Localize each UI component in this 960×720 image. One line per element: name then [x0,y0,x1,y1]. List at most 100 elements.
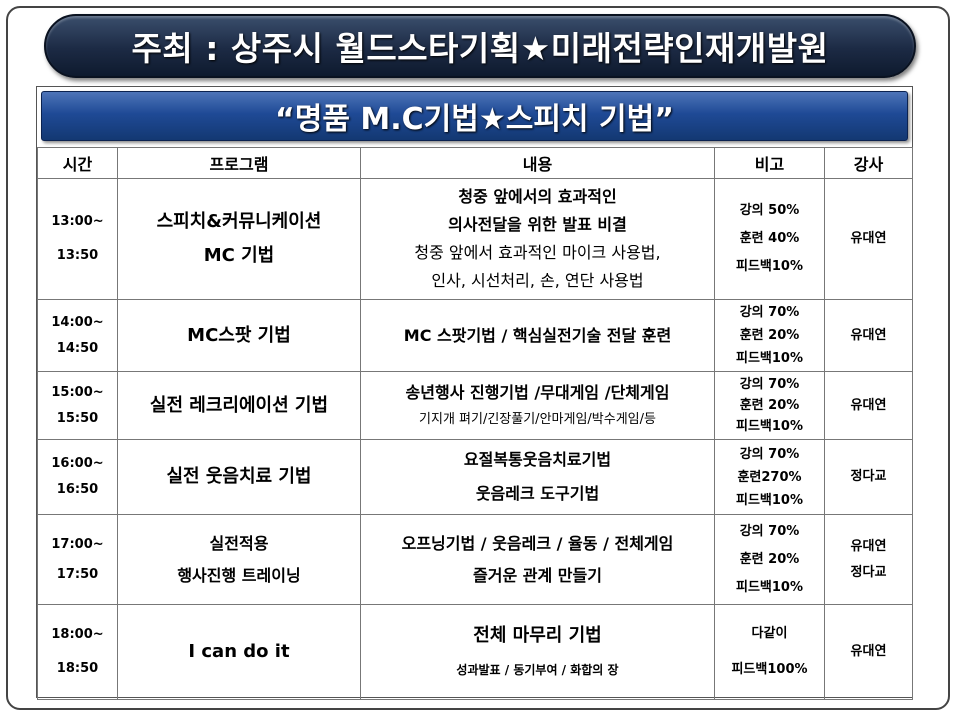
program-cell: I can do it [117,604,361,700]
column-header-program: 프로그램 [117,147,361,179]
note-line: 훈련 40% [739,231,800,246]
table-row: 16:00~ 16:50 실전 웃음치료 기법 요절복통웃음치료기법 웃음레크 … [37,439,913,515]
time-start: 17:00~ [51,536,104,552]
content-cell: 요절복통웃음치료기법 웃음레크 도구기법 [360,439,715,515]
content-line: MC 스팟기법 / 핵심실전기술 전달 훈련 [403,325,672,345]
notes-cell: 강의 70% 훈련270% 피드백10% [714,439,825,515]
program-cell: 실전 레크리에이션 기법 [117,371,361,440]
program-cell: 실전적용 행사진행 트레이닝 [117,514,361,605]
notes-cell: 강의 50% 훈련 40% 피드백10% [714,178,825,300]
notes-cell: 강의 70% 훈련 20% 피드백10% [714,371,825,440]
content-line: 즐거운 관계 만들기 [473,565,602,585]
note-line: 훈련270% [737,469,802,485]
table-row: 17:00~ 17:50 실전적용 행사진행 트레이닝 오프닝기법 / 웃음레크… [37,514,913,605]
instructor-cell: 유대연 [824,371,913,440]
instructor-cell: 유대연 [824,178,913,300]
instructor-name: 유대연 [850,397,887,413]
content-line: 인사, 시선처리, 손, 연단 사용법 [431,271,644,290]
program-line: 행사진행 트레이닝 [177,565,301,585]
table-row: 18:00~ 18:50 I can do it 전체 마무리 기법 성과발표 … [37,604,913,700]
note-line: 강의 70% [739,377,800,392]
content-line: 청중 앞에서의 효과적인 [458,187,617,206]
notes-cell: 강의 70% 훈련 20% 피드백10% [714,299,825,372]
time-start: 18:00~ [51,627,104,642]
time-cell: 15:00~ 15:50 [37,371,118,440]
note-line: 훈련 20% [739,398,800,413]
note-line: 강의 70% [739,523,800,539]
program-cell: MC스팟 기법 [117,299,361,372]
note-line: 피드백100% [731,662,808,677]
table-row: 14:00~ 14:50 MC스팟 기법 MC 스팟기법 / 핵심실전기술 전달… [37,299,913,372]
time-cell: 16:00~ 16:50 [37,439,118,515]
content-line: 요절복통웃음치료기법 [463,450,612,469]
note-line: 피드백10% [736,259,803,274]
content-line: 전체 마무리 기법 [473,625,602,646]
instructor-name: 유대연 [850,644,887,659]
content-line: 청중 앞에서 효과적인 마이크 사용법, [414,243,661,262]
content-line: 웃음레크 도구기법 [475,484,600,503]
content-cell: 오프닝기법 / 웃음레크 / 율동 / 전체게임 즐거운 관계 만들기 [360,514,715,605]
program-line: MC스팟 기법 [187,324,291,346]
organizer-banner: 주최 : 상주시 월드스타기획★미래전략인재개발원 [44,14,916,78]
note-line: 피드백10% [736,492,803,508]
subtitle-bar: “명품 M.C기법★스피치 기법” [41,91,908,141]
table-row: 13:00~ 13:50 스피치&커뮤니케이션 MC 기법 청중 앞에서의 효과… [37,178,913,300]
instructor-cell: 유대연 [824,604,913,700]
column-header-time: 시간 [37,147,118,179]
instructor-cell: 유대연 [824,299,913,372]
content-subline: 성과발표 / 동기부여 / 화합의 장 [456,663,619,677]
program-line: I can do it [188,641,290,662]
schedule-table: 시간 프로그램 내용 비고 강사 13:00~ 13:50 스피치&커뮤니케이션… [37,147,913,700]
content-line: 의사전달을 위한 발표 비결 [448,215,627,234]
note-line: 훈련 20% [739,551,800,567]
column-header-instructor: 강사 [824,147,913,179]
subtitle-title: “명품 M.C기법★스피치 기법” [275,102,674,137]
time-cell: 13:00~ 13:50 [37,178,118,300]
instructor-cell: 유대연 정다교 [824,514,913,605]
table-row: 15:00~ 15:50 실전 레크리에이션 기법 송년행사 진행기법 /무대게… [37,371,913,440]
note-line: 피드백10% [736,351,803,366]
note-line: 훈련 20% [739,328,800,343]
table-header-row: 시간 프로그램 내용 비고 강사 [37,147,913,179]
notes-cell: 강의 70% 훈련 20% 피드백10% [714,514,825,605]
program-line: 실전 웃음치료 기법 [166,466,312,487]
time-end: 14:50 [56,340,99,356]
instructor-name: 유대연 [850,327,887,343]
note-line: 강의 50% [739,203,800,218]
program-line: 실전 레크리에이션 기법 [149,394,329,416]
instructor-name: 정다교 [850,564,887,580]
time-end: 18:50 [56,661,99,676]
time-end: 15:50 [56,410,99,426]
content-subline: 기지개 펴기/긴장풀기/안마게임/박수게임/등 [419,411,656,427]
time-cell: 14:00~ 14:50 [37,299,118,372]
program-line: 실전적용 [209,533,269,553]
time-end: 16:50 [56,482,99,497]
instructor-cell: 정다교 [824,439,913,515]
content-cell: 전체 마무리 기법 성과발표 / 동기부여 / 화합의 장 [360,604,715,700]
time-start: 14:00~ [51,314,104,330]
content-cell: MC 스팟기법 / 핵심실전기술 전달 훈련 [360,299,715,372]
program-cell: 스피치&커뮤니케이션 MC 기법 [117,178,361,300]
note-line: 다같이 [751,626,788,641]
content-cell: 청중 앞에서의 효과적인 의사전달을 위한 발표 비결 청중 앞에서 효과적인 … [360,178,715,300]
time-cell: 18:00~ 18:50 [37,604,118,700]
note-line: 피드백10% [736,579,803,595]
notes-cell: 다같이 피드백100% [714,604,825,700]
program-line: 스피치&커뮤니케이션 [156,211,322,232]
note-line: 강의 70% [739,305,800,320]
instructor-name: 유대연 [850,538,887,554]
time-start: 15:00~ [51,384,104,400]
program-cell: 실전 웃음치료 기법 [117,439,361,515]
instructor-name: 유대연 [850,231,887,246]
instructor-name: 정다교 [850,469,887,484]
note-line: 피드백10% [736,419,803,434]
content-cell: 송년행사 진행기법 /무대게임 /단체게임 기지개 펴기/긴장풀기/안마게임/박… [360,371,715,440]
column-header-notes: 비고 [714,147,825,179]
time-end: 13:50 [56,248,99,263]
organizer-title: 주최 : 상주시 월드스타기획★미래전략인재개발원 [131,29,829,68]
time-start: 16:00~ [51,456,104,471]
schedule-box: “명품 M.C기법★스피치 기법” 시간 프로그램 내용 비고 강사 13:00… [36,86,913,700]
program-line: MC 기법 [203,245,275,266]
time-start: 13:00~ [51,214,104,229]
time-end: 17:50 [56,566,99,582]
